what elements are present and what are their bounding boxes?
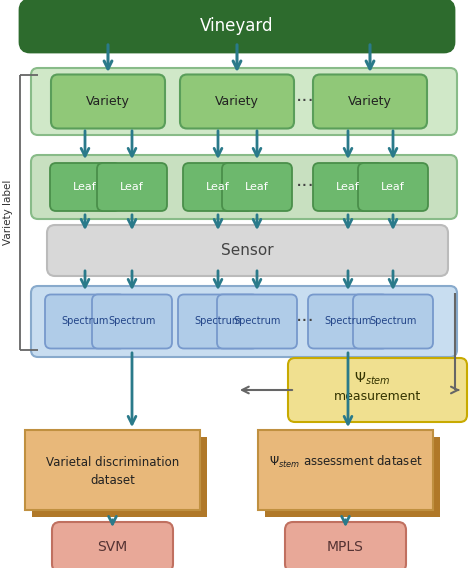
FancyBboxPatch shape bbox=[47, 225, 448, 276]
FancyBboxPatch shape bbox=[258, 430, 433, 510]
FancyBboxPatch shape bbox=[183, 163, 253, 211]
FancyBboxPatch shape bbox=[92, 294, 172, 349]
Text: Spectrum: Spectrum bbox=[324, 316, 372, 327]
Text: Spectrum: Spectrum bbox=[194, 316, 242, 327]
Text: dataset: dataset bbox=[90, 474, 135, 487]
Text: ···: ··· bbox=[296, 177, 314, 197]
FancyBboxPatch shape bbox=[288, 358, 467, 422]
Text: Leaf: Leaf bbox=[120, 182, 144, 192]
Text: Spectrum: Spectrum bbox=[109, 316, 155, 327]
Text: Variety label: Variety label bbox=[3, 180, 13, 245]
FancyBboxPatch shape bbox=[308, 294, 388, 349]
Text: Leaf: Leaf bbox=[245, 182, 269, 192]
FancyBboxPatch shape bbox=[51, 74, 165, 128]
FancyBboxPatch shape bbox=[265, 437, 440, 517]
Text: Spectrum: Spectrum bbox=[369, 316, 417, 327]
FancyBboxPatch shape bbox=[31, 155, 457, 219]
Text: Spectrum: Spectrum bbox=[233, 316, 281, 327]
Text: Leaf: Leaf bbox=[336, 182, 360, 192]
FancyBboxPatch shape bbox=[285, 522, 406, 568]
FancyBboxPatch shape bbox=[25, 430, 200, 510]
FancyBboxPatch shape bbox=[313, 74, 427, 128]
FancyBboxPatch shape bbox=[222, 163, 292, 211]
Text: ···: ··· bbox=[296, 312, 314, 331]
Text: Vineyard: Vineyard bbox=[200, 17, 274, 35]
Text: $\Psi_{stem}$: $\Psi_{stem}$ bbox=[354, 371, 391, 387]
Text: Variety: Variety bbox=[86, 95, 130, 108]
FancyBboxPatch shape bbox=[45, 294, 125, 349]
Text: Sensor: Sensor bbox=[221, 243, 274, 258]
FancyBboxPatch shape bbox=[50, 163, 120, 211]
Text: Leaf: Leaf bbox=[73, 182, 97, 192]
Text: SVM: SVM bbox=[97, 540, 128, 554]
FancyBboxPatch shape bbox=[31, 68, 457, 135]
FancyBboxPatch shape bbox=[52, 522, 173, 568]
FancyBboxPatch shape bbox=[178, 294, 258, 349]
FancyBboxPatch shape bbox=[180, 74, 294, 128]
Text: Spectrum: Spectrum bbox=[61, 316, 109, 327]
Text: ···: ··· bbox=[296, 92, 314, 111]
FancyBboxPatch shape bbox=[20, 0, 454, 52]
Text: Variety: Variety bbox=[348, 95, 392, 108]
Text: MPLS: MPLS bbox=[327, 540, 364, 554]
FancyBboxPatch shape bbox=[313, 163, 383, 211]
FancyBboxPatch shape bbox=[217, 294, 297, 349]
Text: Variety: Variety bbox=[215, 95, 259, 108]
Text: Varietal discrimination: Varietal discrimination bbox=[46, 456, 179, 469]
FancyBboxPatch shape bbox=[353, 294, 433, 349]
FancyBboxPatch shape bbox=[32, 437, 207, 517]
Text: Leaf: Leaf bbox=[381, 182, 405, 192]
Text: Leaf: Leaf bbox=[206, 182, 230, 192]
Text: $\Psi_{stem}$ assessment dataset: $\Psi_{stem}$ assessment dataset bbox=[269, 454, 422, 470]
FancyBboxPatch shape bbox=[97, 163, 167, 211]
FancyBboxPatch shape bbox=[358, 163, 428, 211]
Text: measurement: measurement bbox=[334, 391, 421, 403]
FancyBboxPatch shape bbox=[31, 286, 457, 357]
